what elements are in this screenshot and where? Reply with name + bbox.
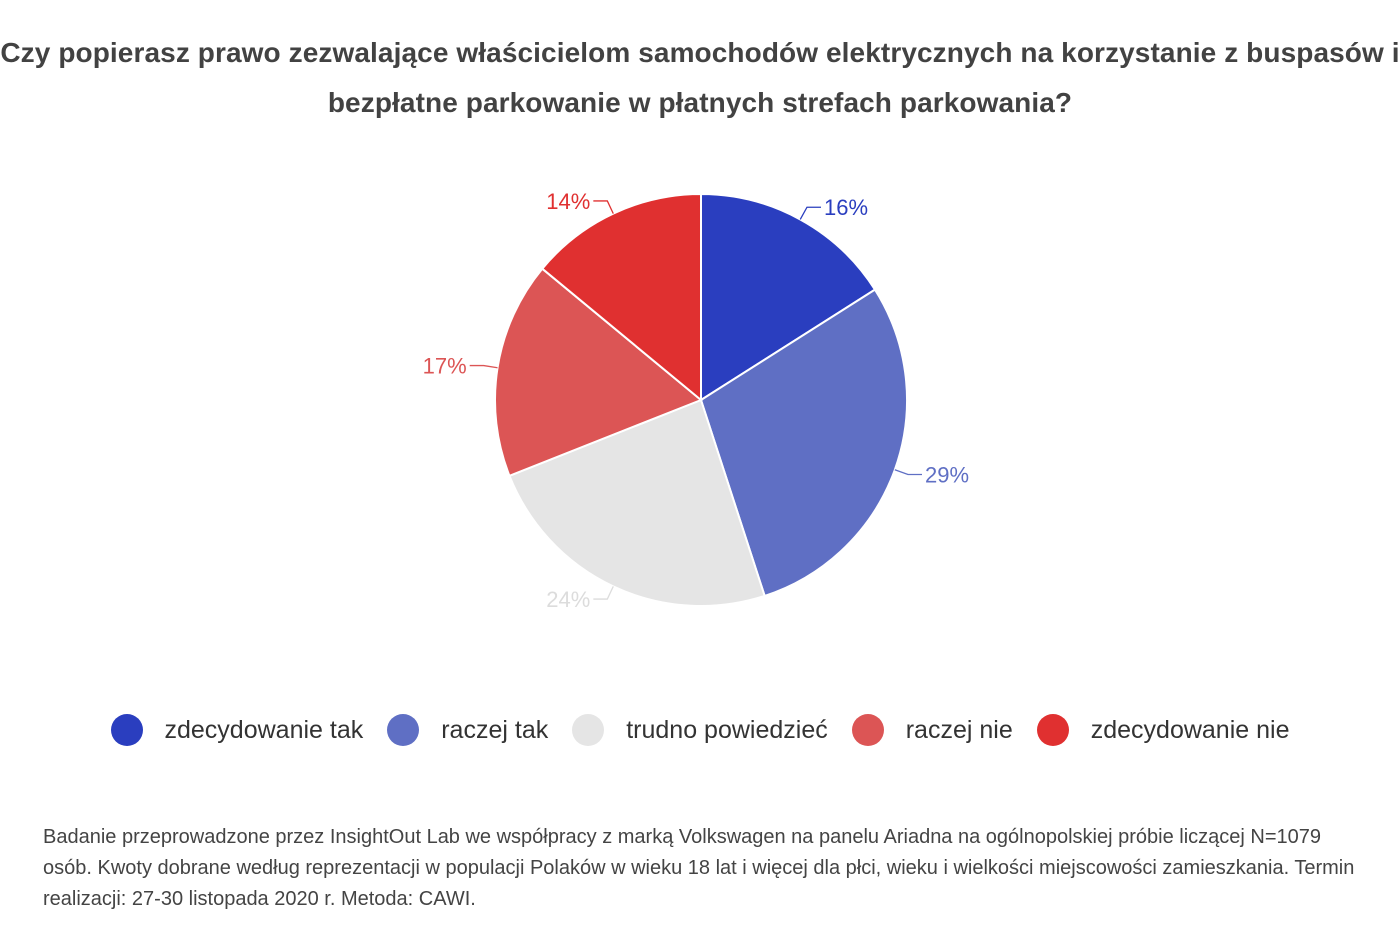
chart-legend: zdecydowanie tak raczej tak trudno powiedz…: [0, 705, 1400, 755]
legend-label: raczej tak: [441, 715, 549, 744]
legend-swatch: [1036, 714, 1069, 746]
data-label-zdecydowanie-tak: 16%: [824, 195, 868, 220]
pie-leader-lines: [469, 200, 922, 600]
data-label-raczej-tak: 29%: [925, 463, 969, 488]
leader-line-raczej-tak: [894, 469, 922, 476]
pie-chart: 16% 29% 24% 17% 14%: [423, 189, 969, 612]
data-label-zdecydowanie-nie: 14%: [546, 189, 590, 214]
legend-label: zdecydowanie tak: [164, 715, 364, 744]
legend-swatch: [851, 714, 884, 746]
survey-footnote: Badanie przeprowadzone przez InsightOut …: [43, 826, 1355, 910]
leader-line-trudno-powiedziec: [593, 586, 614, 600]
chart-title: Czy popierasz prawo zezwalające właścici…: [0, 37, 1400, 118]
leader-line-raczej-nie: [469, 364, 498, 369]
leader-line-zdecydowanie-nie: [593, 200, 614, 214]
pie-slice-raczej-nie[interactable]: [494, 267, 703, 478]
legend-item-trudno-powiedziec[interactable]: trudno powiedzieć: [572, 705, 828, 755]
leader-line-zdecydowanie-tak: [799, 206, 821, 220]
legend-swatch: [387, 714, 420, 746]
legend-swatch: [572, 714, 605, 746]
legend-item-zdecydowanie-nie[interactable]: zdecydowanie nie: [1036, 705, 1290, 755]
legend-label: zdecydowanie nie: [1090, 715, 1290, 744]
legend-swatch: [110, 714, 143, 746]
legend-item-raczej-tak[interactable]: raczej tak: [387, 705, 548, 755]
legend-item-zdecydowanie-tak[interactable]: zdecydowanie tak: [110, 705, 364, 755]
legend-label: raczej nie: [905, 715, 1013, 744]
pie-data-labels: 16% 29% 24% 17% 14%: [423, 189, 969, 612]
data-label-raczej-nie: 17%: [423, 354, 467, 379]
pie-slices: [494, 192, 908, 607]
legend-item-raczej-nie[interactable]: raczej nie: [851, 705, 1013, 755]
data-label-trudno-powiedziec: 24%: [546, 587, 590, 612]
legend-label: trudno powiedzieć: [626, 715, 828, 744]
